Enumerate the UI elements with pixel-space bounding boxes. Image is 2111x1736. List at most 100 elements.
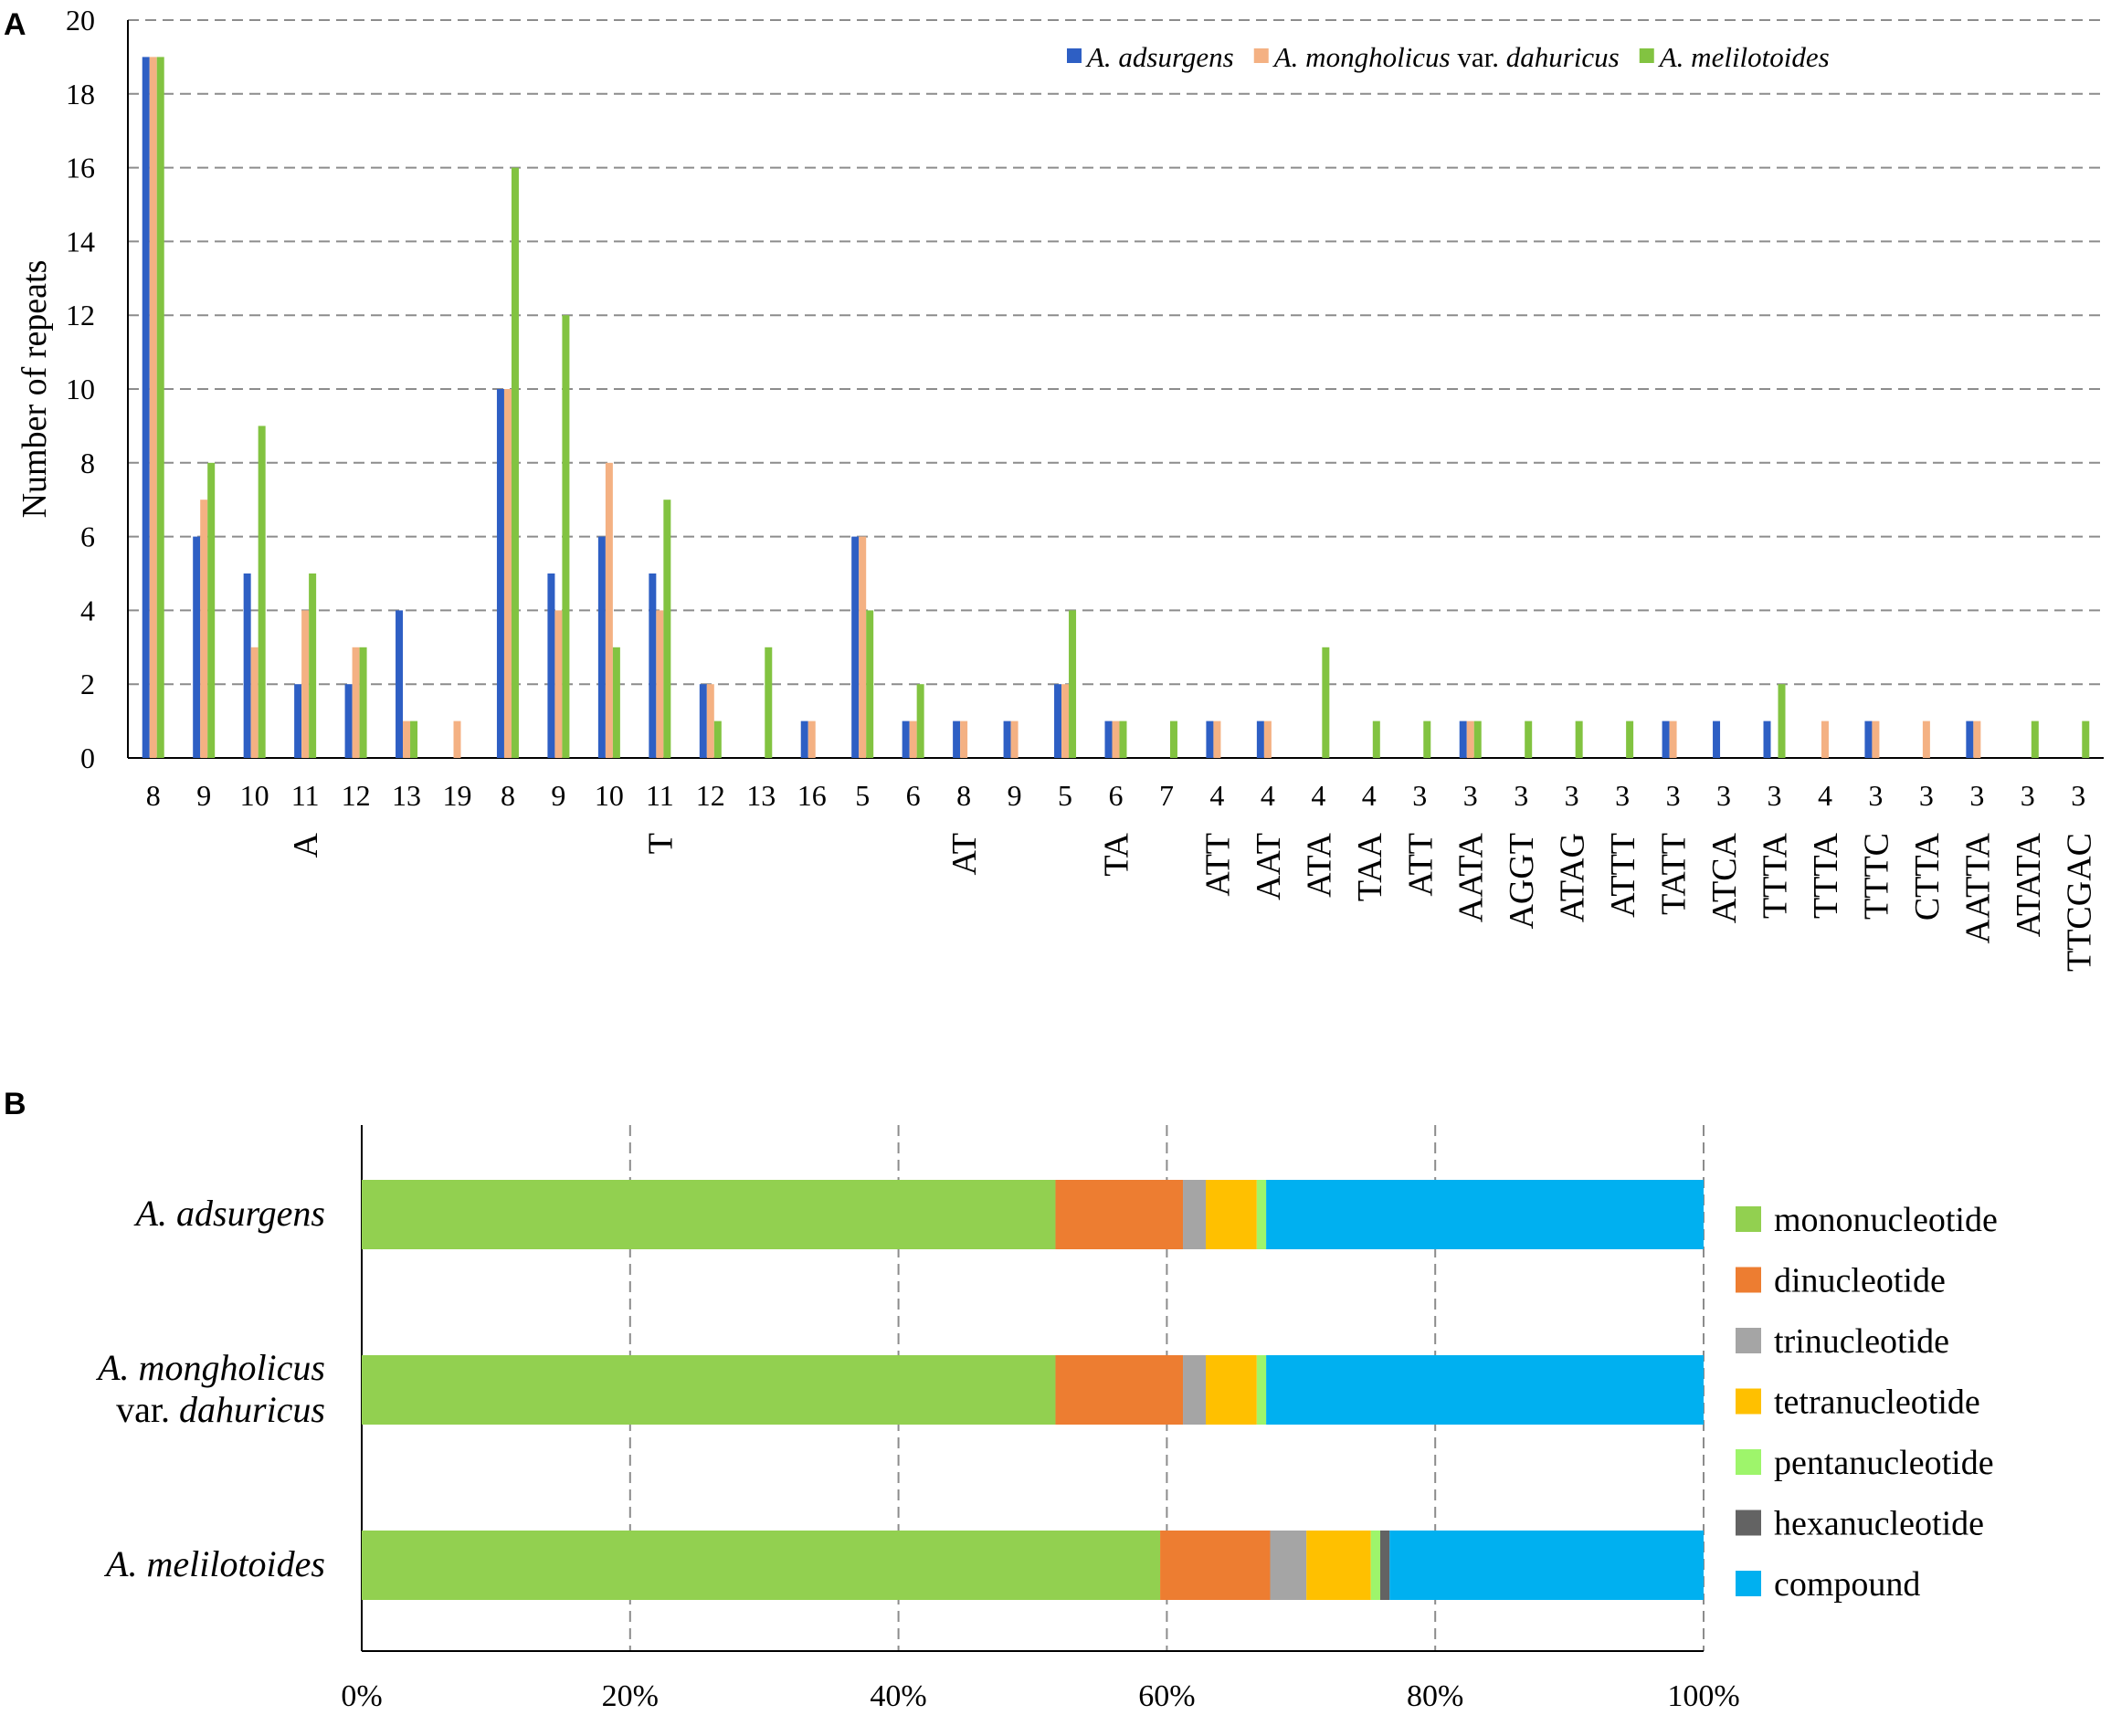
stacked-segment: [1266, 1355, 1704, 1425]
motif-label: ATT: [1401, 833, 1440, 897]
y-tick-label: 2: [80, 668, 95, 700]
category-label: A. mongholicus: [95, 1347, 325, 1388]
legend-entry: mononucleotide: [1774, 1201, 1998, 1239]
bar: [193, 536, 201, 758]
legend-a: A. adsurgens A. mongholicus var. dahuricu…: [1067, 41, 1830, 73]
bar: [1821, 721, 1829, 758]
category-label-part: A. melilotoides: [103, 1543, 325, 1584]
x-tick-label: 8: [501, 779, 515, 812]
bar: [1872, 721, 1880, 758]
stacked-segment: [1183, 1355, 1207, 1425]
motif-label: TTTC: [1857, 833, 1895, 920]
bar: [1864, 721, 1873, 758]
category-label: var. dahuricus: [116, 1389, 325, 1430]
x-tick-label: 3: [2021, 779, 2035, 812]
x-tick-label: 3: [1716, 779, 1731, 812]
stacked-segment: [362, 1180, 1056, 1249]
x-tick-label: 100%: [1667, 1679, 1739, 1713]
bar: [1575, 721, 1583, 758]
x-tick-label: 11: [291, 779, 320, 812]
legend-entry: A. mongholicus var. dahuricus: [1272, 41, 1620, 73]
legend-entry: compound: [1774, 1565, 1920, 1604]
panel-a-label: A: [4, 7, 26, 42]
stacked-segment: [1160, 1531, 1271, 1600]
motif-label: TTTA: [1757, 832, 1795, 919]
legend-species: A. melilotoides: [1658, 41, 1830, 73]
bar: [207, 462, 216, 758]
x-tick-label: 3: [1514, 779, 1528, 812]
legend-entry: A. melilotoides: [1658, 41, 1830, 73]
x-tick-label: 3: [1666, 779, 1681, 812]
x-tick-label: 12: [696, 779, 725, 812]
x-tick-label: 9: [551, 779, 565, 812]
bar: [605, 462, 613, 758]
bar: [309, 573, 317, 758]
legend-entry: tetranucleotide: [1774, 1384, 1980, 1422]
category-label-part: A. adsurgens: [133, 1193, 325, 1234]
bar: [396, 610, 404, 758]
bar: [960, 721, 968, 758]
bar: [953, 721, 961, 758]
bar: [243, 573, 251, 758]
stacked-segment: [1266, 1180, 1704, 1249]
bar: [1003, 721, 1011, 758]
motif-label: AATA: [1452, 832, 1491, 922]
stacked-segment: [1206, 1355, 1257, 1425]
bar: [851, 536, 860, 758]
bar: [1322, 647, 1330, 758]
bar: [765, 647, 773, 758]
bar: [699, 684, 707, 758]
bar: [496, 389, 504, 758]
x-tick-label: 3: [1412, 779, 1427, 812]
motif-label: ATATA: [2010, 832, 2048, 937]
bar: [807, 721, 816, 758]
bar: [649, 573, 657, 758]
bar: [1010, 721, 1019, 758]
bar: [656, 610, 664, 758]
x-tick-label: 3: [1919, 779, 1934, 812]
bar: [301, 610, 310, 758]
bar: [663, 500, 671, 758]
x-tick-label: 6: [1109, 779, 1124, 812]
x-tick-label: 4: [1209, 779, 1224, 812]
bar: [359, 647, 367, 758]
motif-label: TAA: [1351, 832, 1389, 901]
bar: [1459, 721, 1467, 758]
legend-b: mononucleotide dinucleotide trinucleotide t…: [1736, 1201, 1998, 1604]
bar: [200, 500, 208, 758]
motif-label: TATT: [1655, 833, 1694, 915]
legend-entry: dinucleotide: [1774, 1262, 1946, 1300]
bar: [294, 684, 302, 758]
x-tick-label: 4: [1362, 779, 1377, 812]
category-label: A. melilotoides: [103, 1543, 325, 1584]
y-tick-label: 14: [66, 225, 95, 258]
legend-swatch: [1736, 1571, 1761, 1596]
bar: [1423, 721, 1431, 758]
x-tick-label: 4: [1311, 779, 1325, 812]
chart-a-repeat-counts: 0 2 4 6 8 10 12 14 16 18 20 Number of repeats 8 9 10 11…: [16, 4, 2104, 972]
x-tick-label: 9: [196, 779, 211, 812]
bar: [1112, 721, 1120, 758]
stacked-segment: [1389, 1531, 1704, 1600]
bar: [902, 721, 910, 758]
x-tick-label: 5: [855, 779, 870, 812]
stacked-segment: [1183, 1180, 1207, 1249]
category-label: A. adsurgens: [133, 1193, 325, 1234]
y-tick-label: 6: [80, 521, 95, 553]
stacked-segment: [362, 1531, 1161, 1600]
motif-label: AT: [945, 833, 984, 875]
bar: [612, 647, 620, 758]
panel-b-label: B: [4, 1087, 26, 1121]
bar: [1119, 721, 1127, 758]
category-label-part: dahuricus: [179, 1389, 325, 1430]
stacked-segment: [1370, 1531, 1380, 1600]
x-tick-label: 9: [1008, 779, 1022, 812]
bar: [1778, 684, 1786, 758]
bar: [1466, 721, 1474, 758]
bar: [1213, 721, 1221, 758]
bar: [1473, 721, 1482, 758]
motif-label: ATA: [1300, 832, 1338, 897]
motif-label: ATT: [1198, 833, 1237, 897]
bar: [1922, 721, 1930, 758]
